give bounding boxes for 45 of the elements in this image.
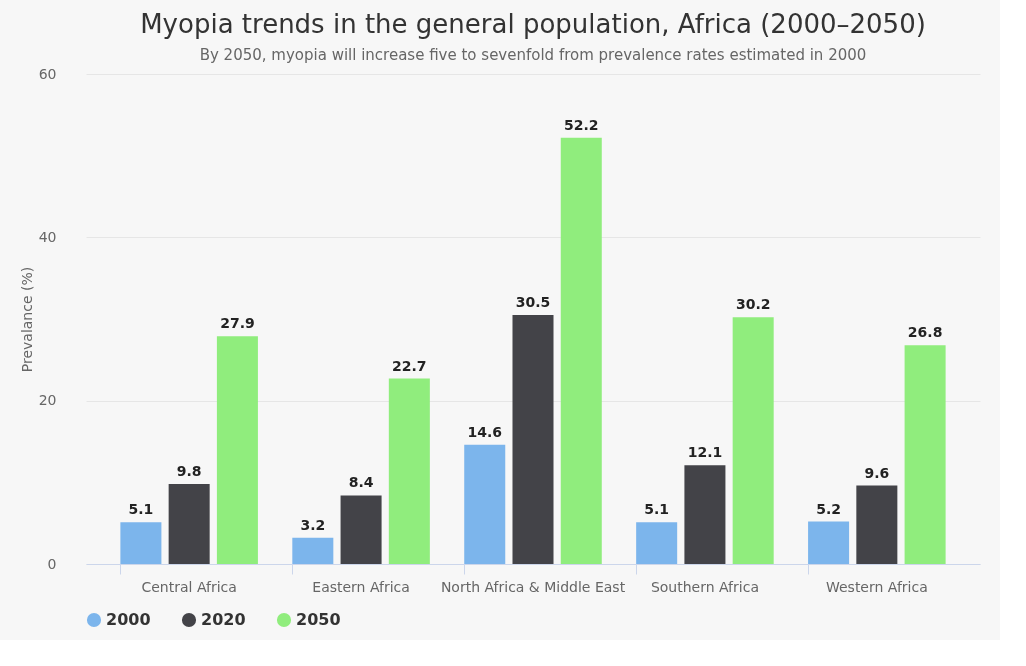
x-tick-label: Southern Africa	[650, 578, 759, 595]
x-tick-label: Eastern Africa	[312, 578, 410, 595]
legend-label: 2000	[106, 610, 151, 629]
data-label: 27.9	[220, 315, 255, 332]
data-label: 30.5	[515, 293, 551, 310]
bar	[684, 465, 726, 564]
y-tick-label: 40	[38, 228, 57, 245]
data-label: 52.2	[563, 116, 599, 133]
bar	[904, 345, 946, 564]
chart-subtitle: By 2050, myopia will increase five to sevenfold from prevalence rates estimated in 2000	[199, 46, 867, 64]
bar	[560, 137, 602, 564]
bar	[732, 317, 774, 564]
bar	[856, 485, 898, 564]
bar	[808, 521, 850, 564]
bar	[216, 336, 258, 564]
bar	[636, 522, 678, 564]
chart-title: Myopia trends in the general population, Africa (2000–2050)	[140, 9, 926, 39]
data-label: 8.4	[348, 474, 374, 491]
x-tick-label: Central Africa	[141, 578, 237, 595]
data-label: 3.2	[300, 516, 326, 533]
data-label: 5.1	[644, 501, 670, 518]
data-label: 22.7	[392, 357, 427, 374]
bar	[292, 537, 334, 564]
data-label: 5.2	[816, 500, 841, 517]
bar	[512, 314, 554, 564]
data-label: 12.1	[687, 444, 723, 461]
data-label: 5.1	[128, 501, 154, 518]
data-label: 26.8	[907, 324, 943, 341]
data-label: 9.8	[176, 462, 202, 479]
bar	[388, 378, 430, 564]
y-tick-label: 20	[38, 392, 57, 409]
legend-label: 2050	[296, 610, 341, 629]
y-tick-label: 0	[47, 555, 57, 572]
bar	[120, 522, 162, 564]
data-label: 14.6	[467, 423, 503, 440]
bar	[168, 483, 210, 564]
bar	[464, 444, 506, 564]
legend-label: 2020	[201, 610, 246, 629]
data-label: 9.6	[864, 464, 890, 481]
x-tick-label: Western Africa	[825, 578, 928, 595]
x-tick-label: North Africa & Middle East	[440, 578, 626, 595]
data-label: 30.2	[735, 296, 771, 313]
y-axis-title: Prevalance (%)	[18, 266, 35, 373]
y-tick-label: 60	[38, 65, 57, 82]
bar	[340, 495, 382, 564]
